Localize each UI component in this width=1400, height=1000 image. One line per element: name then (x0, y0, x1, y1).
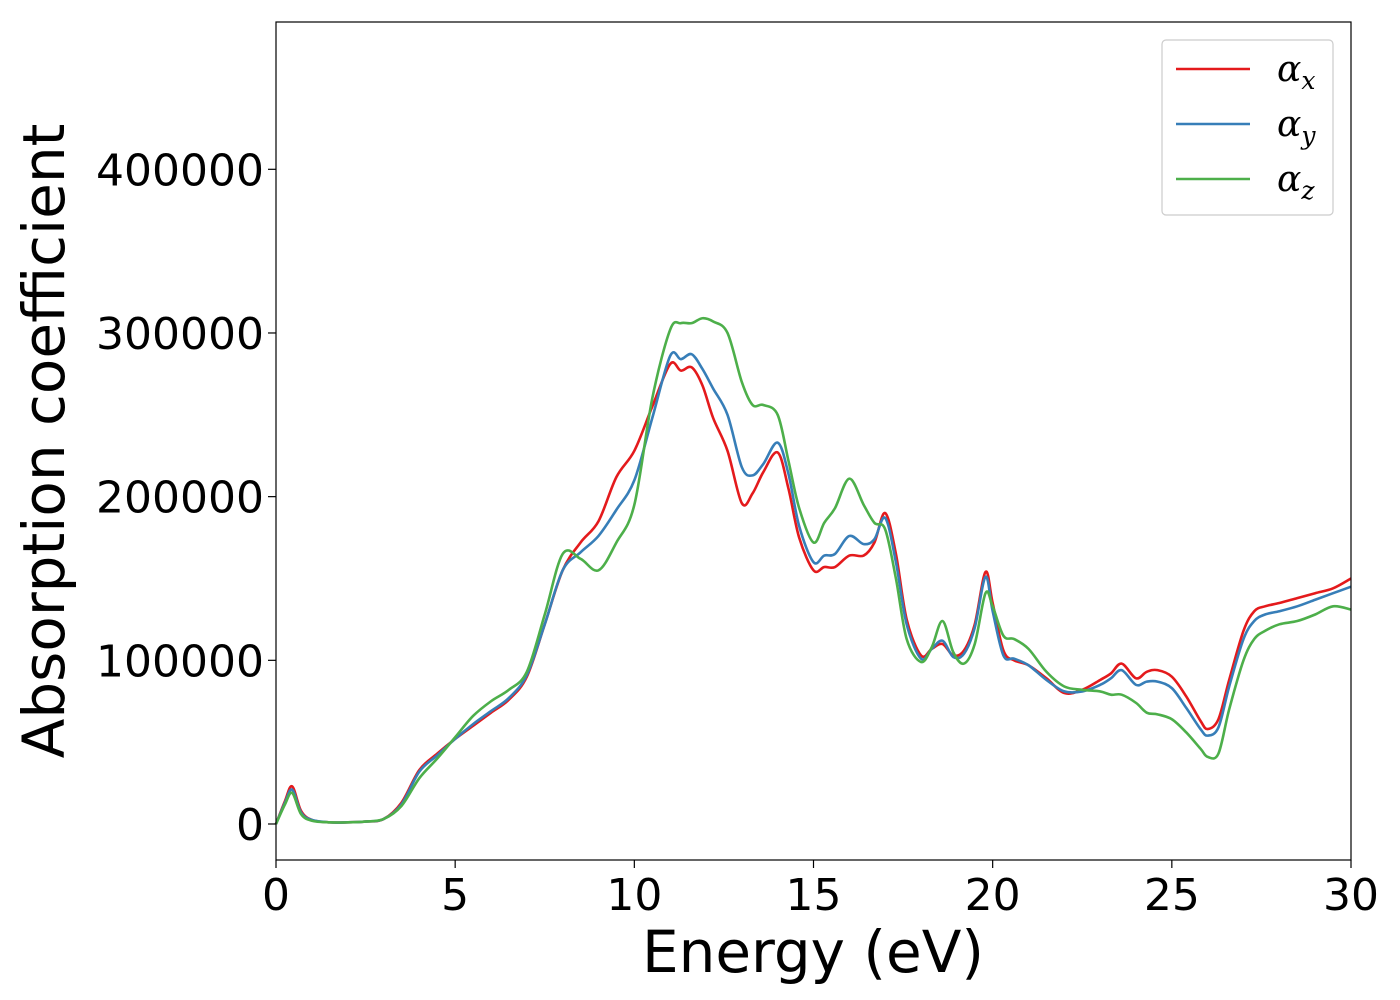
y-axis: 0 100000 200000 300000 400000 (96, 145, 276, 851)
y-axis-label: Absorption coefficient (10, 124, 78, 759)
legend-frame (1161, 39, 1334, 216)
x-tick-label: 10 (606, 870, 662, 921)
x-tick-label: 25 (1144, 870, 1200, 921)
series-line-alpha-z (274, 316, 1352, 825)
legend-label-alpha-y: αy (1277, 104, 1316, 150)
series-line-alpha-y (274, 350, 1352, 825)
y-tick-label: 200000 (96, 473, 264, 524)
x-tick-label: 30 (1323, 870, 1379, 921)
x-axis: 0 5 10 15 20 25 30 (262, 860, 1379, 921)
x-tick-label: 5 (441, 870, 469, 921)
x-tick-label: 15 (786, 870, 842, 921)
y-tick-label: 400000 (96, 145, 264, 196)
series-layer (274, 316, 1352, 825)
y-tick-label: 300000 (96, 309, 264, 360)
x-tick-label: 0 (262, 870, 290, 921)
x-axis-label: Energy (eV) (642, 918, 984, 986)
y-tick-label: 100000 (96, 636, 264, 687)
x-tick-label: 20 (965, 870, 1021, 921)
y-tick-label: 0 (236, 800, 264, 851)
legend-label-alpha-x: αx (1277, 49, 1315, 95)
